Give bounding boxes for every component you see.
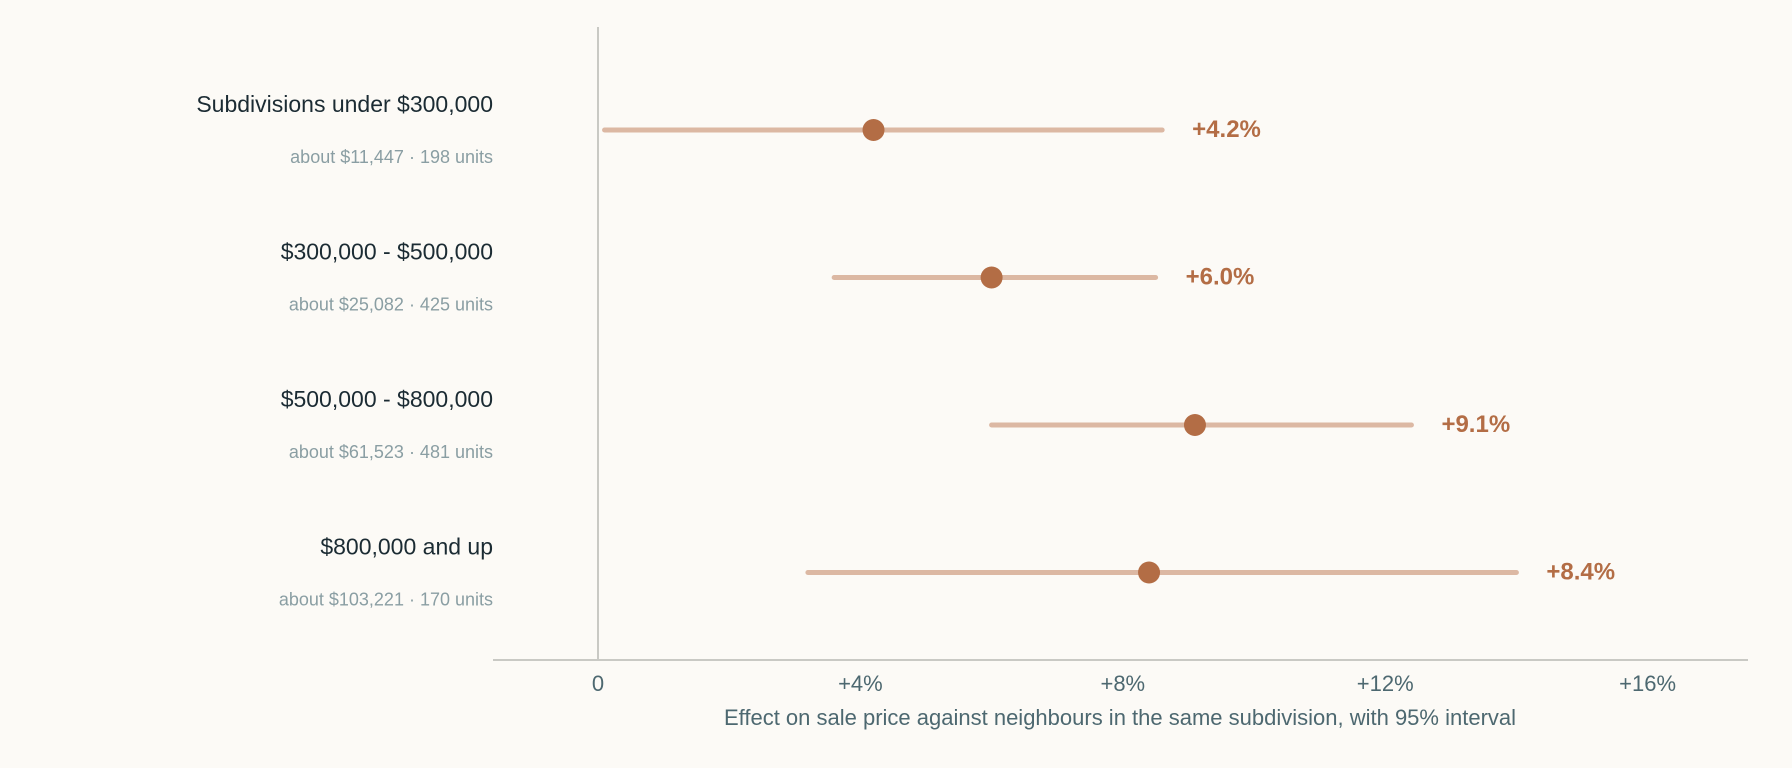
value-label: +4.2% bbox=[1192, 116, 1261, 143]
category-sublabel: about $103,221 · 170 units bbox=[279, 590, 493, 610]
category-rows: Subdivisions under $300,000 about $11,447… bbox=[196, 91, 1615, 610]
category-row: $300,000 - $500,000 about $25,082 · 425 u… bbox=[281, 239, 1255, 315]
x-axis-ticks: 0 +4% +8% +12% +16% bbox=[592, 671, 1676, 696]
category-label: $300,000 - $500,000 bbox=[281, 239, 493, 265]
estimate-point bbox=[1183, 414, 1206, 436]
category-row: Subdivisions under $300,000 about $11,447… bbox=[196, 91, 1261, 167]
x-tick-label: +12% bbox=[1357, 671, 1414, 696]
value-label: +6.0% bbox=[1186, 264, 1255, 291]
x-tick-label: 0 bbox=[592, 671, 604, 696]
category-label: $500,000 - $800,000 bbox=[281, 386, 493, 412]
category-row: $500,000 - $800,000 about $61,523 · 481 u… bbox=[281, 386, 1510, 462]
x-axis-title: Effect on sale price against neighbours … bbox=[724, 705, 1516, 730]
estimate-point bbox=[862, 119, 885, 141]
x-tick-label: +8% bbox=[1100, 671, 1145, 696]
x-tick-label: +4% bbox=[838, 671, 883, 696]
value-label: +9.1% bbox=[1441, 411, 1510, 438]
category-sublabel: about $11,447 · 198 units bbox=[290, 147, 493, 167]
category-row: $800,000 and up about $103,221 · 170 unit… bbox=[279, 534, 1615, 610]
category-label: Subdivisions under $300,000 bbox=[196, 91, 493, 117]
category-label: $800,000 and up bbox=[320, 534, 493, 560]
category-sublabel: about $25,082 · 425 units bbox=[289, 295, 493, 315]
estimate-point bbox=[980, 266, 1003, 289]
estimate-point bbox=[1138, 561, 1161, 584]
x-tick-label: +16% bbox=[1619, 671, 1676, 696]
value-label: +8.4% bbox=[1546, 559, 1615, 586]
category-sublabel: about $61,523 · 481 units bbox=[289, 442, 493, 462]
